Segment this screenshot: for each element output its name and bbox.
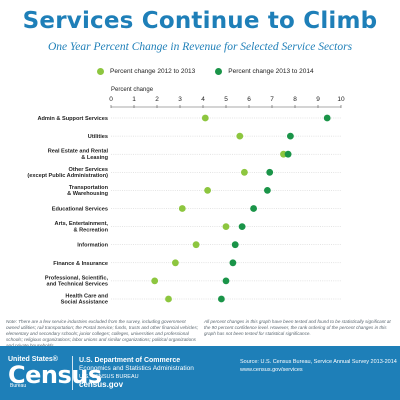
department-name: U.S. Department of Commerce <box>79 357 181 364</box>
point-2013-2014 <box>284 150 292 158</box>
footer-bar: United States® Census Bureau U.S. Depart… <box>0 346 400 400</box>
x-tick-label: 5 <box>224 96 228 103</box>
legend-label-2012-2013: Percent change 2012 to 2013 <box>110 68 196 75</box>
x-tick-label: 0 <box>109 96 113 103</box>
category-label: Other Services (except Public Administrat… <box>27 167 108 179</box>
point-2012-2013 <box>236 132 244 140</box>
point-2013-2014 <box>229 259 237 267</box>
x-tick-label: 2 <box>155 96 159 103</box>
administration-name: Economics and Statistics Administration <box>79 365 194 372</box>
census-gov-link[interactable]: census.gov <box>79 380 124 389</box>
point-2013-2014 <box>222 277 230 285</box>
legend-item-2013-2014: Percent change 2013 to 2014 <box>215 68 314 75</box>
dot-plot-chart: Percent change 0 1 2 3 4 5 6 7 8 9 10 Admin & Suppor… <box>27 87 345 306</box>
x-tick-label: 3 <box>178 96 182 103</box>
point-2012-2013 <box>222 223 230 231</box>
legend-dot-light-green <box>97 68 104 75</box>
chart-legend: Percent change 2012 to 2013 Percent chan… <box>97 68 314 75</box>
x-tick-label: 9 <box>316 96 320 103</box>
category-label: Arts, Entertainment, & Recreation <box>55 221 109 233</box>
point-2012-2013 <box>241 168 248 176</box>
axis-title: Percent change <box>111 87 154 93</box>
page-title: Services Continue to Climb <box>22 8 378 34</box>
x-tick-label: 6 <box>247 96 251 103</box>
point-2013-2014 <box>231 241 239 249</box>
category-label: Finance & Insurance <box>53 261 108 267</box>
legend-item-2012-2013: Percent change 2012 to 2013 <box>97 68 195 75</box>
bureau-name: U.S. CENSUS BUREAU <box>79 374 139 380</box>
category-label: Professional, Scientific, and Technical S… <box>45 275 109 287</box>
x-tick-label: 8 <box>293 96 297 103</box>
footer-divider <box>72 356 73 390</box>
category-label: Educational Services <box>52 207 108 213</box>
logo-united-states-text: United States® <box>8 356 58 363</box>
category-label: Information <box>77 243 108 249</box>
x-tick-label: 7 <box>270 96 274 103</box>
category-label: Transportation & Warehousing <box>67 185 108 197</box>
census-bureau-logo: United States® Census Bureau <box>8 356 102 394</box>
point-2012-2013 <box>201 114 209 122</box>
x-tick-label: 4 <box>201 96 205 103</box>
page-subtitle: One Year Percent Change in Revenue for S… <box>47 41 353 53</box>
x-tick-label: 10 <box>337 96 345 103</box>
logo-census-text: Census <box>8 361 102 389</box>
legend-label-2013-2014: Percent change 2013 to 2014 <box>228 68 314 75</box>
source-block: Source: U.S. Census Bureau, Service Annu… <box>240 358 397 374</box>
x-tick-label: 1 <box>132 96 136 103</box>
point-2013-2014 <box>287 132 294 140</box>
source-text: Source: U.S. Census Bureau, Service Annu… <box>240 359 397 365</box>
footnote-significance: All percent changes in this graph have b… <box>204 319 391 336</box>
point-2012-2013 <box>204 187 212 194</box>
category-label: Real Estate and Rental & Leasing <box>48 149 109 161</box>
logo-bureau-text: Bureau <box>10 383 27 389</box>
point-2013-2014 <box>266 168 274 176</box>
point-2012-2013 <box>192 241 200 249</box>
department-block: U.S. Department of Commerce Economics an… <box>79 357 194 389</box>
category-label: Health Care and Social Assistance <box>61 294 109 306</box>
category-label: Admin & Support Services <box>37 116 108 122</box>
legend-dot-dark-green <box>215 68 223 75</box>
point-2012-2013 <box>165 295 172 303</box>
point-2013-2014 <box>238 223 246 231</box>
point-2012-2013 <box>151 277 159 285</box>
point-2013-2014 <box>218 295 225 303</box>
source-url-link[interactable]: www.census.gov/services <box>240 367 303 373</box>
point-2012-2013 <box>172 259 179 267</box>
category-label: Utilities <box>88 134 108 140</box>
point-2012-2013 <box>178 205 186 212</box>
point-2013-2014 <box>323 114 331 122</box>
point-2013-2014 <box>264 187 271 194</box>
point-2013-2014 <box>250 205 257 212</box>
footnote-excluded-industries: Note: There are a few service industries… <box>6 319 199 348</box>
